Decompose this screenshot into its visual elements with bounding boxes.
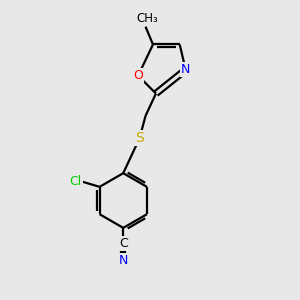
- Text: S: S: [135, 131, 144, 145]
- Text: CH₃: CH₃: [136, 12, 158, 25]
- Text: N: N: [118, 254, 128, 267]
- Text: O: O: [133, 69, 143, 82]
- Text: N: N: [181, 63, 190, 76]
- Text: C: C: [119, 237, 128, 250]
- Text: Cl: Cl: [70, 175, 82, 188]
